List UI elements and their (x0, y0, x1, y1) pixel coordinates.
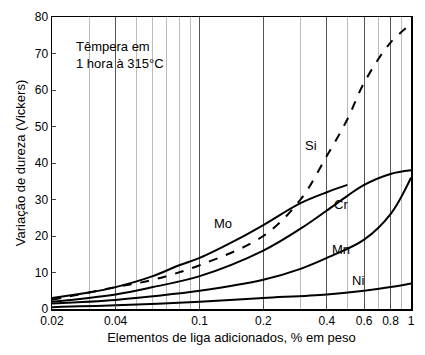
svg-text:0.4: 0.4 (319, 314, 336, 328)
svg-text:Mn: Mn (332, 242, 350, 257)
svg-text:0.2: 0.2 (255, 314, 272, 328)
svg-text:0.04: 0.04 (104, 314, 128, 328)
svg-text:1: 1 (408, 314, 415, 328)
svg-text:0: 0 (41, 302, 48, 316)
svg-text:Elementos de liga adicionados,: Elementos de liga adicionados, % em peso (107, 330, 356, 345)
svg-text:80: 80 (35, 10, 49, 24)
svg-text:0.8: 0.8 (382, 314, 399, 328)
svg-text:60: 60 (35, 83, 49, 97)
svg-text:50: 50 (35, 120, 49, 134)
svg-text:Ni: Ni (352, 273, 364, 288)
svg-text:Cr: Cr (334, 197, 348, 212)
svg-text:Têmpera em1 hora à 315°C: Têmpera em1 hora à 315°C (76, 39, 164, 71)
svg-text:0.02: 0.02 (40, 314, 64, 328)
svg-text:0.6: 0.6 (356, 314, 373, 328)
svg-text:70: 70 (35, 47, 49, 61)
svg-text:0.1: 0.1 (191, 314, 208, 328)
svg-text:30: 30 (35, 193, 49, 207)
svg-text:Mo: Mo (214, 216, 232, 231)
svg-text:20: 20 (35, 229, 49, 243)
svg-text:40: 40 (35, 156, 49, 170)
svg-text:Si: Si (305, 138, 317, 153)
svg-text:10: 10 (35, 266, 49, 280)
svg-text:Variação de dureza (Vickers): Variação de dureza (Vickers) (13, 80, 28, 246)
